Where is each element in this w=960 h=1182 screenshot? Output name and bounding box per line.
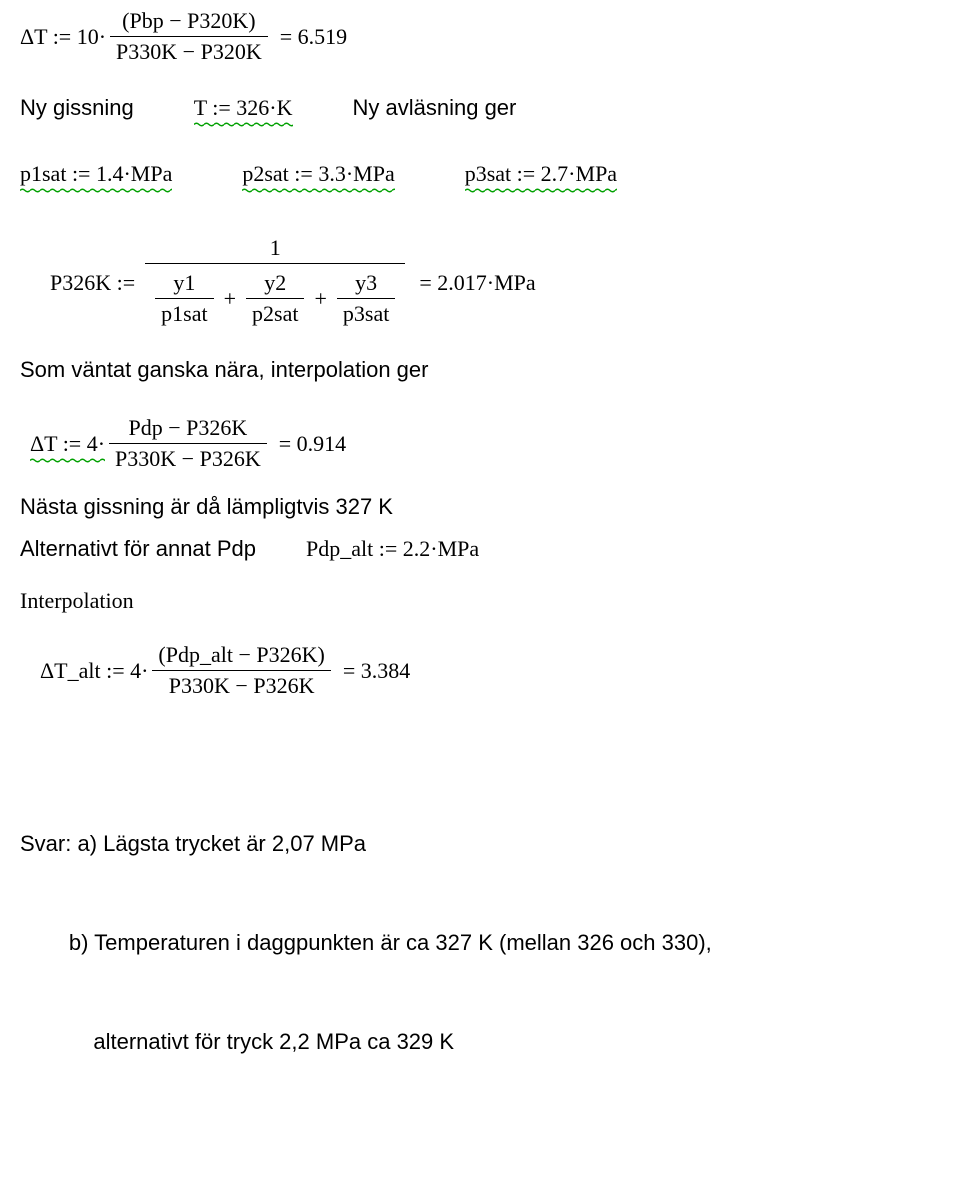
answer-line-1: Svar: a) Lägsta trycket är 2,07 MPa	[20, 827, 940, 860]
eq3-den: P330K − P326K	[163, 671, 321, 701]
text-som-vantat: Som väntat ganska nära, interpolation ge…	[20, 357, 940, 383]
p326-num: 1	[264, 233, 287, 263]
eq2-den: P330K − P326K	[109, 444, 267, 474]
answer-line-2: b) Temperaturen i daggpunkten är ca 327 …	[20, 926, 940, 959]
p326-t3-den: p3sat	[337, 299, 395, 329]
eq2-lhs: ΔT := 4·	[30, 431, 105, 457]
eq1-rhs: = 6.519	[280, 24, 347, 50]
p326-t1-num: y1	[167, 268, 201, 298]
assign-T: T := 326·K	[194, 95, 293, 121]
eq-delta-t-2: ΔT := 4· Pdp − P326K P330K − P326K = 0.9…	[30, 413, 940, 474]
p326-frac: 1 y1 p1sat + y2 p2sat + y3 p3sat	[145, 233, 405, 333]
p326-t1-den: p1sat	[155, 299, 213, 329]
p3sat: p3sat := 2.7·MPa	[465, 161, 617, 187]
label-ny-gissning: Ny gissning	[20, 95, 134, 121]
eq-delta-t-alt: ΔT_alt := 4· (Pdp_alt − P326K) P330K − P…	[40, 640, 940, 701]
answer-block: Svar: a) Lägsta trycket är 2,07 MPa b) T…	[20, 761, 940, 1091]
row-psat: p1sat := 1.4·MPa p2sat := 3.3·MPa p3sat …	[20, 161, 940, 187]
text-interpolation: Interpolation	[20, 588, 940, 614]
label-ny-avlasning: Ny avläsning ger	[353, 95, 517, 121]
eq3-frac: (Pdp_alt − P326K) P330K − P326K	[152, 640, 330, 701]
eq1-lhs: ΔT := 10·	[20, 24, 106, 50]
eq3-lhs: ΔT_alt := 4·	[40, 658, 148, 684]
row-ny-gissning: Ny gissning T := 326·K Ny avläsning ger	[20, 95, 940, 121]
eq1-num: (Pbp − P320K)	[116, 6, 261, 36]
p326-t3-num: y3	[349, 268, 383, 298]
p326-lhs: P326K :=	[50, 270, 135, 296]
p326-rhs: = 2.017·MPa	[419, 270, 535, 296]
eq3-rhs: = 3.384	[343, 658, 410, 684]
answer-line-3: alternativt för tryck 2,2 MPa ca 329 K	[20, 1025, 940, 1058]
p326-den: y1 p1sat + y2 p2sat + y3 p3sat	[145, 264, 405, 333]
eq-delta-t-1: ΔT := 10· (Pbp − P320K) P330K − P320K = …	[20, 6, 940, 67]
eq2-frac: Pdp − P326K P330K − P326K	[109, 413, 267, 474]
assign-pdp-alt: Pdp_alt := 2.2·MPa	[306, 536, 479, 562]
p326-t2-den: p2sat	[246, 299, 304, 329]
label-alternativt: Alternativt för annat Pdp	[20, 536, 256, 562]
eq2-rhs: = 0.914	[279, 431, 346, 457]
eq2-num: Pdp − P326K	[122, 413, 253, 443]
eq-p326k: P326K := 1 y1 p1sat + y2 p2sat + y3 p3sa…	[50, 233, 940, 333]
plus-1: +	[224, 286, 236, 312]
eq3-num: (Pdp_alt − P326K)	[152, 640, 330, 670]
p2sat: p2sat := 3.3·MPa	[242, 161, 394, 187]
plus-2: +	[314, 286, 326, 312]
eq1-den: P330K − P320K	[110, 37, 268, 67]
row-alternativt: Alternativt för annat Pdp Pdp_alt := 2.2…	[20, 536, 940, 562]
p1sat: p1sat := 1.4·MPa	[20, 161, 172, 187]
text-nasta-gissning: Nästa gissning är då lämpligtvis 327 K	[20, 494, 940, 520]
eq1-frac: (Pbp − P320K) P330K − P320K	[110, 6, 268, 67]
p326-t2-num: y2	[258, 268, 292, 298]
